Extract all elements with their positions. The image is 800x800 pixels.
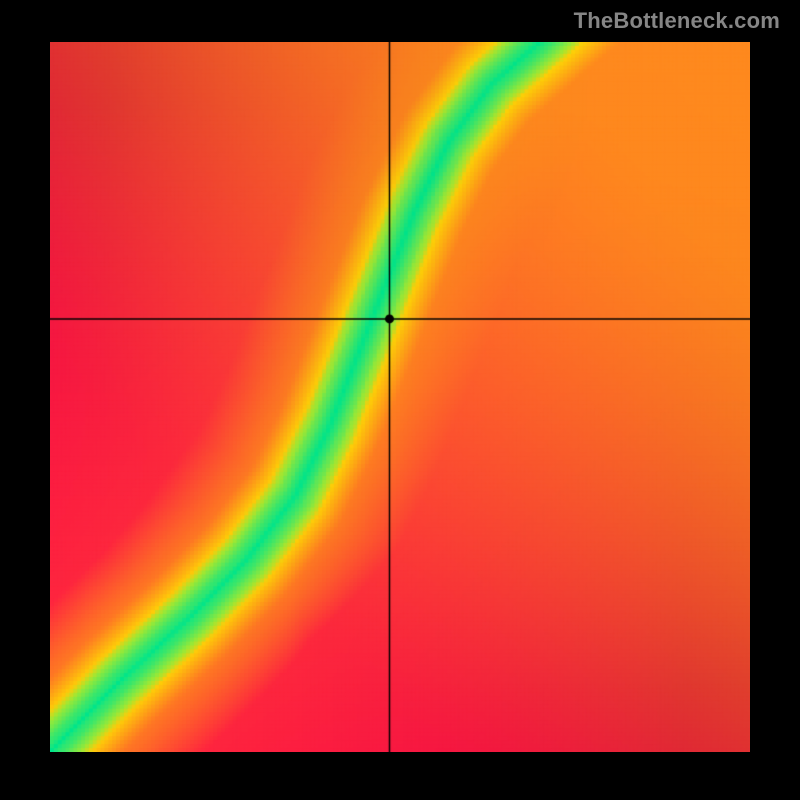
- chart-container: TheBottleneck.com: [0, 0, 800, 800]
- heatmap-plot: [50, 42, 750, 752]
- watermark-text: TheBottleneck.com: [574, 8, 780, 34]
